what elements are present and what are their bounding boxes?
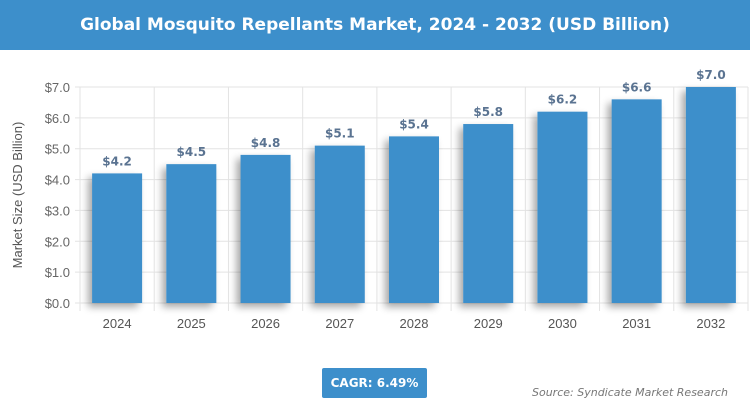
- bar-2029: [463, 124, 514, 304]
- cagr-badge: CAGR: 6.49%: [322, 368, 427, 398]
- bar-2025: [166, 164, 217, 303]
- y-tick-label: $7.0: [45, 80, 70, 95]
- data-label: $5.4: [399, 117, 429, 131]
- bar-2031: [611, 99, 662, 303]
- bar-2024: [92, 173, 143, 303]
- data-label: $6.2: [548, 93, 578, 107]
- y-tick-label: $4.0: [45, 173, 70, 188]
- data-label: $5.1: [325, 127, 355, 141]
- x-tick-label: 2029: [474, 316, 503, 331]
- data-label: $7.0: [696, 68, 726, 82]
- x-tick-label: 2024: [103, 316, 132, 331]
- source-note: Source: Syndicate Market Research: [532, 386, 728, 399]
- data-label: $4.8: [251, 136, 281, 150]
- bar-2032: [685, 87, 736, 303]
- bar-2027: [314, 145, 365, 303]
- x-tick-label: 2027: [325, 316, 354, 331]
- data-label: $6.6: [622, 80, 652, 94]
- bar-2026: [240, 154, 291, 303]
- y-tick-label: $6.0: [45, 111, 70, 126]
- x-tick-label: 2030: [548, 316, 577, 331]
- bar-2028: [389, 136, 439, 303]
- data-label: $4.2: [102, 154, 132, 168]
- y-tick-label: $3.0: [45, 203, 70, 218]
- y-tick-label: $5.0: [45, 142, 70, 157]
- y-axis-label: Market Size (USD Billion): [10, 122, 25, 269]
- y-tick-label: $1.0: [45, 265, 70, 280]
- x-tick-label: 2031: [622, 316, 651, 331]
- x-tick-label: 2032: [696, 316, 725, 331]
- y-tick-label: $0.0: [45, 296, 70, 311]
- x-tick-label: 2025: [177, 316, 206, 331]
- x-tick-label: 2026: [251, 316, 280, 331]
- data-label: $4.5: [177, 145, 207, 159]
- y-tick-label: $2.0: [45, 234, 70, 249]
- chart-title: Global Mosquito Repellants Market, 2024 …: [0, 0, 750, 50]
- bar-2030: [537, 111, 588, 303]
- x-tick-label: 2028: [400, 316, 429, 331]
- data-label: $5.8: [473, 105, 503, 119]
